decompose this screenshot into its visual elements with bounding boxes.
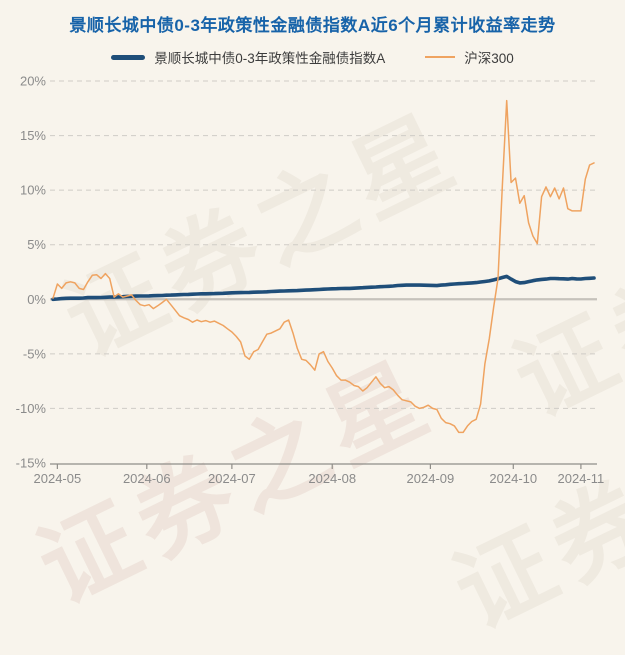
legend-item-csi300-label: 沪深300 [464,51,514,66]
series-line-fund [51,274,596,302]
chart-canvas: 20% 15% 10% 5% 0% -5% -10% -15%2024-05 2024-06 20… [16,74,605,487]
csi300-line-swatch-icon [425,56,456,58]
legend-item-fund-label: 景顺长城中债0-3年政策性金融债指数A [154,51,386,66]
legend-item-csi300[interactable]: 沪深300 [425,47,514,67]
series-line-csi300 [52,99,595,434]
x-tick-label: 2024-10 [489,471,537,486]
x-tick-label: 2024-11 [558,471,605,486]
y-tick-label: 0% [27,292,46,307]
x-tick-label: 2024-05 [34,471,82,486]
y-tick-label: 5% [27,237,46,252]
x-tick-label: 2024-08 [308,471,356,486]
x-tick-label: 2024-09 [407,471,455,486]
x-tick-label: 2024-06 [123,471,171,486]
chart-panel: { "title": "景顺长城中债0-3年政策性金融债指数A近6个月累计收益率… [0,16,625,649]
x-tick-label: 2024-07 [208,471,256,486]
y-tick-label: -5% [23,346,47,361]
y-tick-label: -15% [16,456,47,471]
y-tick-label: 10% [20,183,46,198]
page-title: 景顺长城中债0-3年政策性金融债指数A近6个月累计收益率走势 [69,16,556,35]
fund-line-swatch-icon [111,54,146,60]
y-tick-label: 20% [20,74,46,89]
legend-item-fund[interactable]: 景顺长城中债0-3年政策性金融债指数A [111,47,385,67]
y-tick-label: 15% [20,128,46,143]
chart-legend: 景顺长城中债0-3年政策性金融债指数A 沪深300 [0,47,625,67]
y-tick-label: -10% [16,401,47,416]
